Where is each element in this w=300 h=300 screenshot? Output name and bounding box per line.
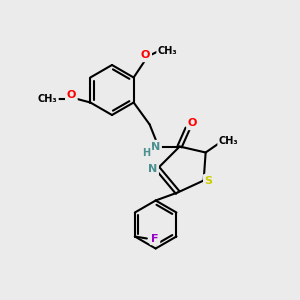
Text: O: O [67,91,76,100]
Text: F: F [151,233,159,244]
Text: CH₃: CH₃ [38,94,57,103]
Text: N: N [148,164,157,175]
Text: H: H [142,148,151,158]
Text: O: O [141,50,150,61]
Text: S: S [205,176,213,185]
Text: CH₃: CH₃ [219,136,238,146]
Text: N: N [151,142,160,152]
Text: O: O [188,118,197,128]
Text: CH₃: CH₃ [158,46,178,56]
